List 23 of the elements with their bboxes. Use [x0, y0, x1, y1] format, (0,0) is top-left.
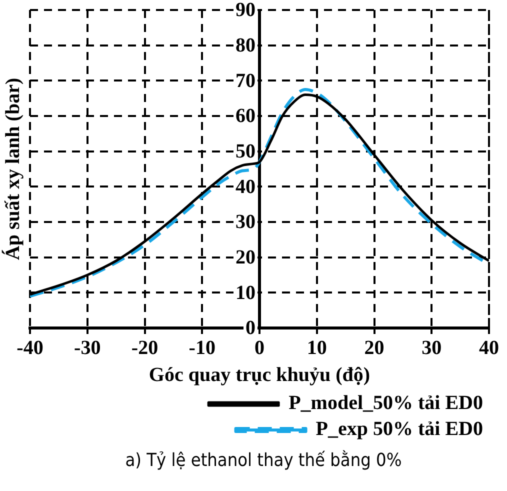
y-tick-label: 0 — [246, 317, 256, 340]
y-tick-label: 90 — [236, 0, 256, 22]
y-axis-title: Áp suất xy lanh (bar) — [1, 78, 24, 260]
y-tick-label: 60 — [236, 105, 256, 128]
x-tick-label: 20 — [364, 337, 384, 360]
x-tick-label: 30 — [422, 337, 442, 360]
y-tick-label: 50 — [236, 140, 256, 163]
x-tick-label: 10 — [306, 337, 327, 360]
legend-label: P_model_50% tải ED0 — [288, 392, 484, 414]
x-tick-label: -40 — [16, 337, 44, 360]
x-tick-label: -20 — [131, 337, 158, 360]
y-tick-label: 30 — [236, 211, 256, 234]
text: a) Tỷ lệ ethanol thay thế bằng 0% — [124, 450, 403, 471]
y-tick-label: 80 — [236, 34, 256, 57]
x-tick-label: -10 — [188, 337, 216, 360]
x-tick-label: -30 — [74, 337, 101, 360]
y-tick-label: 10 — [236, 282, 256, 304]
y-tick-label: 40 — [236, 176, 256, 198]
x-tick-label: 40 — [479, 337, 499, 360]
legend-label: P_exp 50% tải ED0 — [316, 418, 483, 440]
x-axis-title: Góc quay trục khuỷu (độ) — [148, 364, 370, 386]
y-tick-label: 70 — [236, 70, 256, 92]
y-tick-label: 20 — [236, 246, 256, 269]
